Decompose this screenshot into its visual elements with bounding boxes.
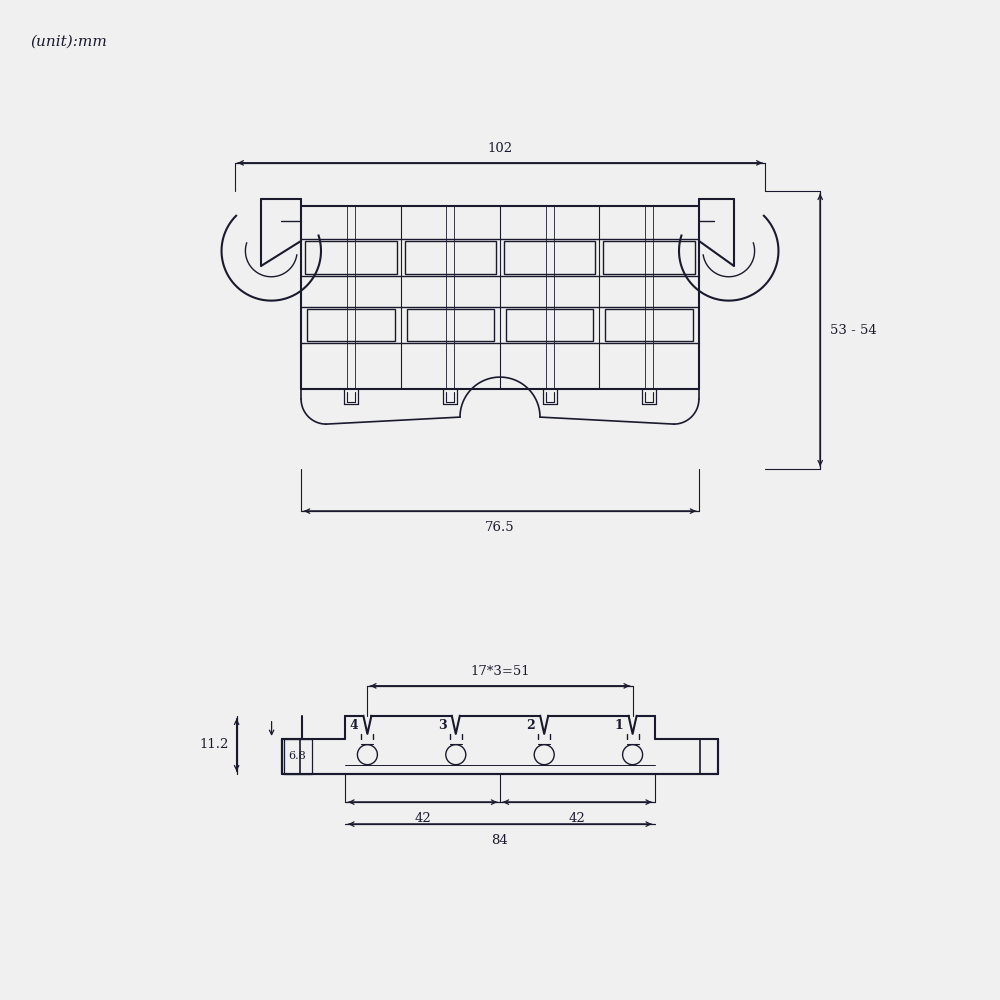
Text: 53 - 54: 53 - 54 [830, 324, 877, 336]
Bar [305, 241, 397, 274]
Bar [506, 309, 593, 341]
Bar [603, 241, 695, 274]
Bar [284, 739, 312, 774]
Bar [307, 309, 395, 341]
Bar [605, 309, 693, 341]
Bar [405, 241, 496, 274]
Text: 1: 1 [615, 719, 624, 732]
Text: 42: 42 [569, 812, 586, 825]
Text: 2: 2 [526, 719, 535, 732]
Text: (unit):mm: (unit):mm [30, 35, 107, 49]
Text: 17*3=51: 17*3=51 [470, 665, 530, 678]
Bar [700, 739, 718, 774]
Text: 76.5: 76.5 [485, 521, 515, 534]
Text: 6.8: 6.8 [289, 751, 306, 761]
Text: 11.2: 11.2 [199, 738, 229, 752]
Bar [407, 309, 494, 341]
Bar [282, 739, 300, 774]
Text: 102: 102 [487, 142, 513, 155]
Text: 84: 84 [492, 834, 508, 847]
Text: 3: 3 [438, 719, 447, 732]
Text: 42: 42 [414, 812, 431, 825]
Text: 4: 4 [350, 719, 358, 732]
Bar [504, 241, 595, 274]
